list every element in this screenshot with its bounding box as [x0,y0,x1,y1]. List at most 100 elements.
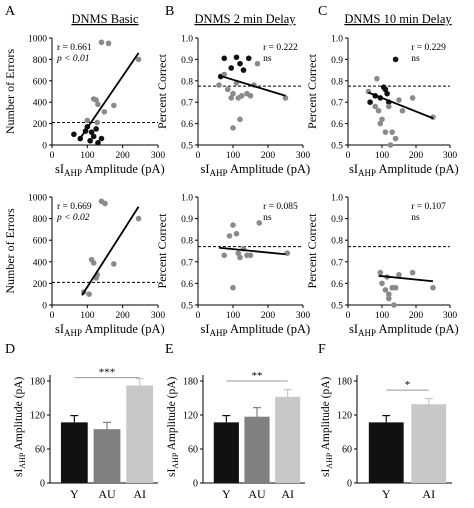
data-point [382,287,389,293]
y-tick-label: 120 [30,411,45,422]
data-point [379,116,385,123]
y-tick-label: 60 [188,445,198,456]
bar-AU [93,429,121,483]
y-tick-label: 0.9 [331,215,343,225]
bar-AU [244,416,270,483]
x-tick-label: 0 [50,311,55,321]
data-point [95,101,101,108]
bar-AI [275,396,301,483]
y-axis-label: sIAHP Amplitude (pA) [166,376,180,477]
y-tick-label: 0.6 [181,120,193,130]
data-point [372,103,379,110]
data-point [90,133,97,140]
y-tick-label: 0.5 [331,142,343,152]
y-axis-label: sIAHP Amplitude (pA) [13,376,27,477]
y-axis-label: Percent Correct [155,213,169,289]
category-label: AU [98,487,116,501]
y-tick-label: 180 [337,377,352,388]
data-point [392,56,399,63]
data-point [387,142,394,148]
data-point [284,250,291,256]
x-tick-label: 100 [226,311,241,321]
panel-letter-C: C [318,4,327,19]
data-point [374,75,380,82]
data-point [392,284,399,291]
data-point [235,250,242,256]
data-point [87,137,93,144]
x-tick-label: 300 [151,311,166,321]
data-point [221,252,228,259]
y-tick-label: 0.6 [181,280,193,290]
column-title-3: DNMS 10 min Delay [344,12,452,26]
y-tick-label: 0.7 [181,99,193,109]
data-point [224,86,231,93]
panel-letter-D: D [5,342,15,357]
data-point [379,280,385,287]
x-tick-label: 0 [346,311,351,321]
column-titles: DNMS Basic DNMS 2 min Delay DNMS 10 min De… [71,12,452,26]
data-point [94,119,101,126]
y-tick-label: 60 [342,445,352,456]
y-tick-label: 0.7 [181,258,193,268]
data-point [382,129,389,135]
y-tick-label: 120 [337,411,352,422]
data-point [396,271,402,278]
data-point [93,126,99,132]
x-axis-label: sIAHP Amplitude (pA) [55,322,165,338]
x-tick-label: 300 [151,151,166,161]
data-point [238,92,245,99]
x-axis-label: sIAHP Amplitude (pA) [201,162,311,178]
data-point [135,56,142,63]
category-label: Y [70,487,79,501]
regression-line [218,246,286,256]
y-tick-label: 400 [33,99,48,109]
y-tick-label: 200 [33,280,48,290]
data-point [375,107,382,114]
y-tick-label: 0.5 [181,302,193,312]
bar-Y [213,422,239,483]
data-point [90,260,97,266]
y-tick-label: 0.8 [181,237,193,247]
y-tick-label: 0.7 [331,99,343,109]
stat-text: r = 0.229 [411,43,446,53]
data-point [95,140,101,146]
y-tick-label: 0 [40,479,45,490]
data-point [237,116,243,123]
chart-F: 0 60 120 180 Y AI * sIAHP Amplitude (pA) [320,375,452,501]
y-tick-label: 1000 [28,35,47,45]
data-point [111,102,117,109]
data-point [386,103,392,110]
data-point [386,291,392,298]
y-axis-label: Number of Errors [3,208,17,294]
data-point [98,39,105,46]
y-tick-label: 120 [183,411,198,422]
x-tick-label: 200 [116,311,131,321]
y-tick-label: 400 [33,258,48,268]
category-label: Y [222,487,231,501]
data-point [391,302,397,308]
regression-line [77,52,140,142]
y-tick-label: 0.6 [331,280,343,290]
y-tick-label: 0.9 [181,215,193,225]
x-tick-label: 200 [409,151,424,161]
data-point [230,222,236,228]
stat-text: r = 0.222 [263,43,298,53]
stat-text: ns [411,54,420,64]
data-point [102,200,108,207]
column-title-2: DNMS 2 min Delay [194,12,296,26]
data-point [221,55,228,62]
significance-label: *** [99,367,116,379]
data-point [377,120,384,127]
x-tick-label: 100 [226,151,241,161]
stat-text: p < 0.02 [56,213,90,223]
column-title-1: DNMS Basic [71,12,138,26]
category-label: AI [281,487,294,501]
x-tick-label: 300 [443,151,458,161]
data-point [228,95,235,101]
y-axis-label: Number of Errors [3,49,17,135]
significance-label: * [405,379,411,391]
